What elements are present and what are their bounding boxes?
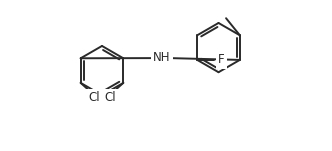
Text: Cl: Cl: [104, 91, 116, 104]
Text: NH: NH: [153, 51, 171, 64]
Text: Cl: Cl: [88, 91, 100, 104]
Text: F: F: [218, 53, 225, 66]
